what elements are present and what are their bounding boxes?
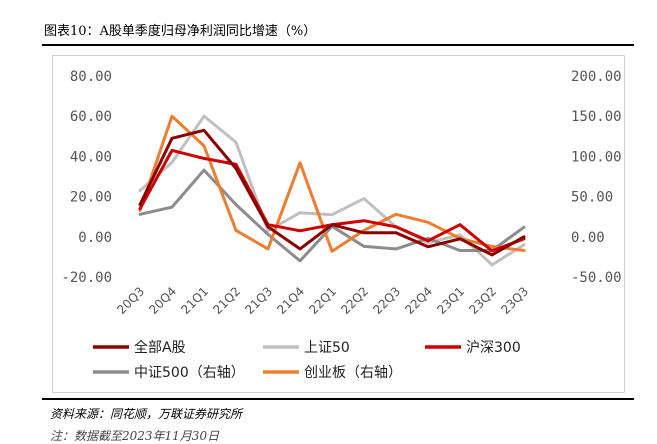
x-tick-label: 23Q3 — [498, 284, 531, 317]
top-rule — [42, 44, 634, 46]
x-tick-label: 23Q1 — [434, 284, 467, 317]
right-tick-label: 150.00 — [571, 109, 622, 125]
left-tick-label: -20.00 — [61, 270, 112, 286]
right-axis-ticks: 200.00 150.00 100.00 50.00 0.00 -50.00 — [571, 69, 622, 286]
x-tick-label: 22Q1 — [306, 284, 339, 317]
x-tick-label: 20Q3 — [114, 284, 147, 317]
legend-label: 中证500（右轴） — [134, 365, 245, 381]
bottom-rule — [42, 398, 634, 400]
x-tick-label: 20Q4 — [146, 284, 179, 317]
left-tick-label: 0.00 — [78, 230, 112, 246]
x-tick-label: 21Q4 — [274, 284, 307, 317]
right-tick-label: 100.00 — [571, 149, 622, 165]
right-tick-label: 0.00 — [571, 230, 605, 246]
source-note: 资料来源：同花顺，万联证券研究所 — [50, 407, 243, 421]
x-tick-label: 23Q2 — [466, 284, 499, 317]
series-line — [138, 114, 526, 267]
x-tick-label: 22Q3 — [370, 284, 403, 317]
right-tick-label: -50.00 — [571, 270, 622, 286]
legend-label: 全部A股 — [134, 339, 186, 356]
left-tick-label: 60.00 — [70, 109, 112, 125]
right-tick-label: 50.00 — [571, 190, 613, 206]
right-tick-label: 200.00 — [571, 69, 622, 85]
left-axis-ticks: 80.00 60.00 40.00 20.00 0.00 -20.00 — [61, 69, 112, 286]
series-line — [138, 148, 526, 253]
legend: 全部A股 上证50 沪深300 中证500（右轴） 创业板（右轴） — [93, 339, 521, 381]
x-tick-label: 21Q1 — [178, 284, 211, 317]
x-tick-label: 21Q3 — [242, 284, 275, 317]
x-tick-label: 21Q2 — [210, 284, 243, 317]
series-line — [138, 128, 526, 257]
legend-label: 沪深300 — [466, 340, 521, 356]
chart-title: 图表10：A股单季度归母净利润同比增速（%） — [44, 24, 317, 39]
left-tick-label: 20.00 — [70, 190, 112, 206]
left-tick-label: 40.00 — [70, 149, 112, 165]
legend-label: 创业板（右轴） — [304, 365, 402, 381]
x-tick-label: 22Q2 — [338, 284, 371, 317]
series-lines — [138, 114, 526, 267]
date-note: 注：数据截至2023年11月30日 — [50, 429, 220, 443]
line-chart: 80.00 60.00 40.00 20.00 0.00 -20.00 200.00 150… — [61, 69, 622, 381]
x-axis-ticks: 20Q3 20Q4 21Q1 21Q2 21Q3 21Q4 22Q1 22Q2 22Q3 22Q4… — [114, 284, 531, 317]
chart-frame: 80.00 60.00 40.00 20.00 0.00 -20.00 200.00 150… — [52, 55, 625, 393]
x-tick-label: 22Q4 — [402, 284, 435, 317]
legend-label: 上证50 — [304, 340, 350, 356]
left-tick-label: 80.00 — [70, 69, 112, 85]
